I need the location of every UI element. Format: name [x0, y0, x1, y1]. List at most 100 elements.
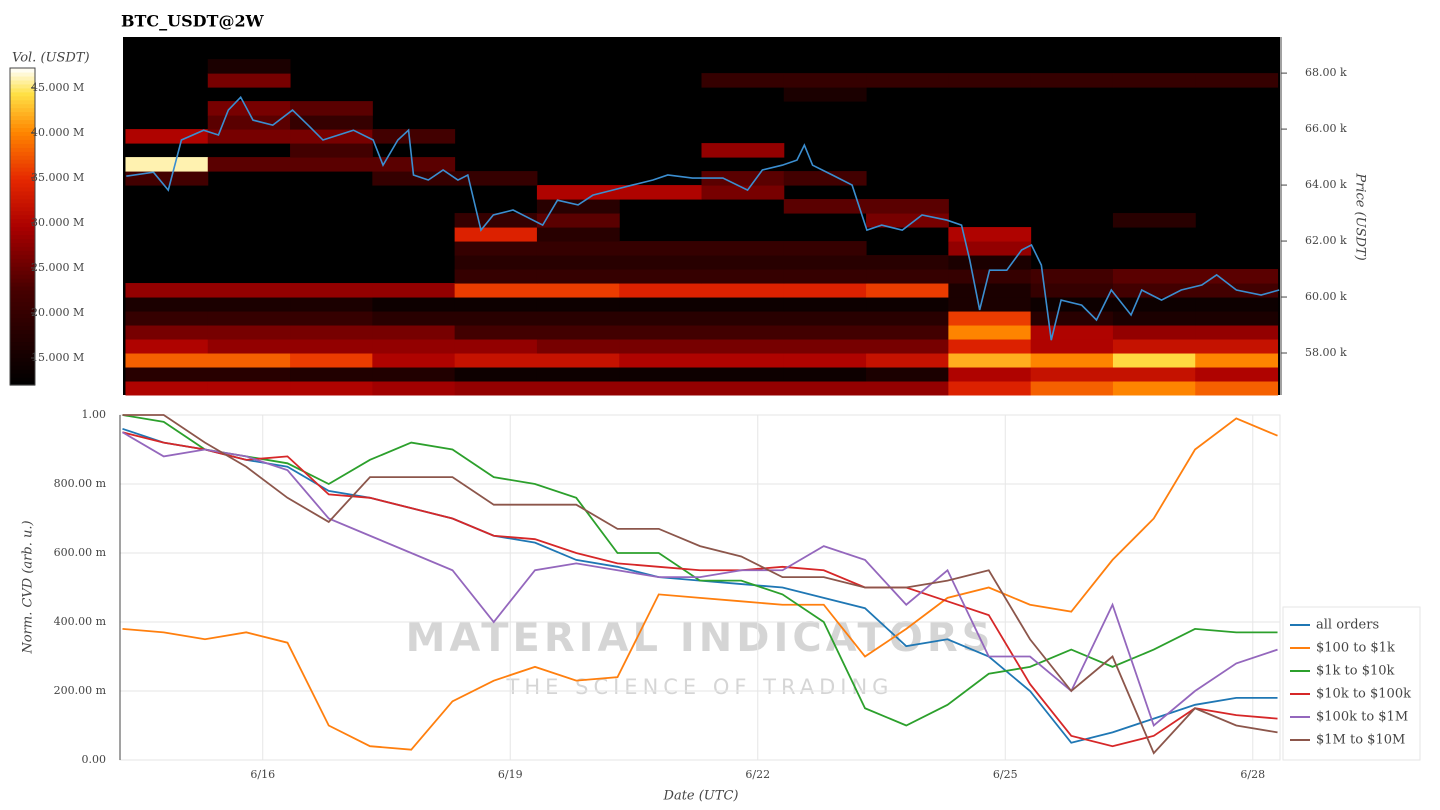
heatmap-cell	[1030, 339, 1114, 354]
heatmap-cell	[866, 367, 949, 382]
series-line	[122, 431, 1278, 728]
colorbar-segment	[10, 107, 35, 113]
heatmap-cell	[701, 325, 785, 340]
heatmap-cell	[536, 255, 620, 270]
heatmap-cell	[536, 311, 620, 326]
heatmap-cell	[701, 171, 785, 186]
colorbar-segment	[10, 222, 35, 228]
heatmap-cell	[783, 241, 867, 256]
heatmap-cell	[783, 283, 867, 298]
heatmap-cell	[701, 269, 785, 284]
heatmap-cell	[1030, 73, 1114, 88]
heatmap-cell	[866, 311, 949, 326]
colorbar-segment	[10, 91, 35, 97]
series-line	[122, 414, 1278, 755]
colorbar-segment	[10, 147, 35, 152]
colorbar-segment	[10, 278, 35, 283]
heatmap-cell	[454, 241, 538, 256]
heatmap-cell	[536, 297, 620, 312]
colorbar-segment	[10, 274, 35, 279]
heatmap-cell	[290, 143, 373, 158]
heatmap-cell	[536, 213, 620, 228]
colorbar-segment	[10, 111, 35, 117]
heatmap-cell	[290, 339, 373, 354]
heatmap-cell	[207, 283, 291, 298]
heatmap-cell	[1112, 269, 1196, 284]
colorbar-segment	[10, 194, 35, 200]
heatmap-cell	[536, 269, 620, 284]
heatmap-cell	[207, 367, 291, 382]
colorbar-tick-label: 15.000 M	[31, 351, 84, 364]
heatmap-cell	[783, 367, 867, 382]
y-tick-label: 800.00 m	[54, 477, 107, 490]
heatmap-cell	[1195, 311, 1279, 326]
colorbar-segment	[10, 234, 35, 239]
heatmap-cell	[372, 353, 456, 368]
heatmap-cell	[372, 157, 456, 172]
colorbar-segment	[10, 381, 35, 386]
heatmap-cell	[125, 171, 209, 186]
colorbar-segment	[10, 329, 35, 335]
heatmap-cell	[783, 297, 867, 312]
heatmap-cell	[207, 157, 291, 172]
heatmap-cell	[454, 367, 538, 382]
heatmap-cell	[290, 115, 373, 130]
heatmap-cell	[619, 339, 702, 354]
colorbar-segment	[10, 337, 35, 343]
colorbar-segment	[10, 143, 35, 148]
y-axis-label: Norm. CVD (arb. u.)	[21, 520, 36, 654]
heatmap-cell	[619, 367, 702, 382]
heatmap-cell	[948, 339, 1032, 354]
heatmap-cell	[1195, 297, 1279, 312]
colorbar-segment	[10, 87, 35, 93]
heatmap-cell	[207, 381, 291, 396]
heatmap-cell	[783, 87, 867, 102]
heatmap-cell	[207, 311, 291, 326]
colorbar-tick-label: 25.000 M	[31, 261, 84, 274]
heatmap-cell	[866, 339, 949, 354]
series-line	[122, 414, 1278, 727]
heatmap-cell	[1195, 381, 1279, 396]
colorbar-segment	[10, 258, 35, 263]
heatmap-cell	[783, 325, 867, 340]
colorbar-segment	[10, 365, 35, 370]
heatmap-cell	[948, 381, 1032, 396]
heatmap-cell	[619, 283, 702, 298]
heatmap-cell	[207, 353, 291, 368]
heatmap-cell	[948, 353, 1032, 368]
heatmap-cell	[454, 381, 538, 396]
y-tick-label: 1.00	[82, 408, 107, 421]
heatmap-cell	[701, 241, 785, 256]
heatmap-cell	[948, 241, 1032, 256]
y-tick-label: 58.00 k	[1305, 346, 1347, 359]
series-line	[122, 431, 1278, 748]
heatmap-cell	[1030, 297, 1114, 312]
heatmap-cell	[372, 297, 456, 312]
heatmap-cell	[372, 129, 456, 144]
heatmap-cell	[290, 353, 373, 368]
heatmap-cell	[1030, 283, 1114, 298]
colorbar-segment	[10, 198, 35, 204]
heatmap-cell	[454, 283, 538, 298]
heatmap-cell	[866, 269, 949, 284]
heatmap-cell	[948, 367, 1032, 382]
colorbar-tick-label: 20.000 M	[31, 306, 84, 319]
heatmap-cell	[866, 297, 949, 312]
colorbar-segment	[10, 174, 35, 180]
heatmap-cell	[125, 129, 209, 144]
heatmap-cell	[701, 381, 785, 396]
heatmap-cell	[948, 325, 1032, 340]
heatmap-cell	[125, 325, 209, 340]
colorbar-tick-label: 40.000 M	[31, 126, 84, 139]
heatmap-cell	[948, 255, 1032, 270]
colorbar-segment	[10, 250, 35, 255]
heatmap-cell	[701, 143, 785, 158]
y-axis-label: Price (USDT)	[1353, 172, 1368, 260]
colorbar-segment	[10, 119, 35, 125]
heatmap-cell	[783, 269, 867, 284]
x-tick-label: 6/16	[250, 768, 275, 781]
heatmap-cell	[701, 311, 785, 326]
heatmap-cell	[207, 129, 291, 144]
colorbar-segment	[10, 297, 35, 303]
colorbar-segment	[10, 254, 35, 259]
